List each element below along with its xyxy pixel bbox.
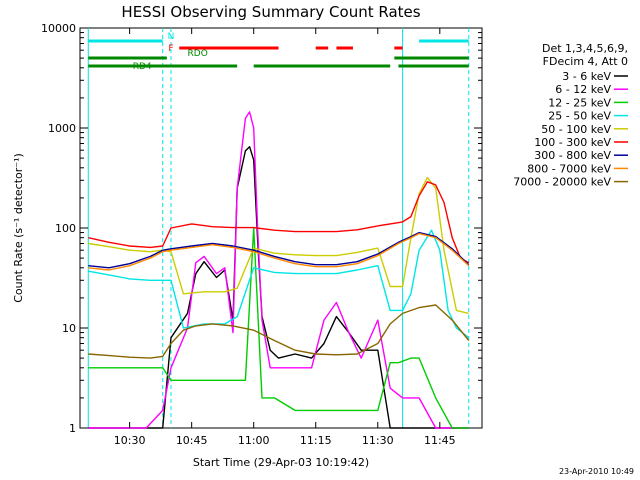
x-tick-label-5: 11:45 bbox=[424, 434, 456, 447]
y-tick-label-0: 1 bbox=[69, 422, 76, 435]
legend-label-6: 300 - 800 keV bbox=[534, 149, 611, 162]
series-line-6 bbox=[88, 231, 470, 269]
x-tick-label-4: 11:30 bbox=[362, 434, 394, 447]
x-tick-label-2: 11:00 bbox=[238, 434, 270, 447]
legend-label-3: 25 - 50 keV bbox=[548, 110, 611, 123]
x-tick-label-0: 10:30 bbox=[114, 434, 146, 447]
legend-label-8: 7000 - 20000 keV bbox=[513, 176, 611, 189]
x-axis-label: Start Time (29-Apr-03 10:19:42) bbox=[193, 456, 369, 469]
legend-label-1: 6 - 12 keV bbox=[555, 83, 611, 96]
series-line-1 bbox=[88, 111, 469, 429]
y-tick-label-3: 1000 bbox=[48, 122, 76, 135]
footer-timestamp: 23-Apr-2010 10:49 bbox=[558, 467, 634, 476]
series-line-5 bbox=[88, 181, 470, 264]
chart-title: HESSI Observing Summary Count Rates bbox=[121, 3, 420, 21]
legend-header-1: FDecim 4, Att 0 bbox=[543, 55, 628, 68]
status-bar-label-rd4: RD4 bbox=[133, 62, 152, 72]
y-axis-label: Count Rate (s⁻¹ detector⁻¹) bbox=[12, 153, 25, 303]
legend-label-7: 800 - 7000 keV bbox=[527, 162, 611, 175]
x-tick-label-3: 11:15 bbox=[300, 434, 332, 447]
status-bar-label-rdo: RDO bbox=[188, 49, 208, 59]
y-tick-label-1: 10 bbox=[62, 322, 76, 335]
x-tick-label-1: 10:45 bbox=[176, 434, 208, 447]
series-line-7 bbox=[88, 232, 470, 271]
status-bar-label-n: N bbox=[168, 32, 175, 42]
status-bar-label-f: F bbox=[168, 44, 173, 54]
legend-label-4: 50 - 100 keV bbox=[541, 123, 611, 136]
y-tick-label-2: 100 bbox=[55, 222, 76, 235]
legend-label-0: 3 - 6 keV bbox=[562, 70, 611, 83]
series-line-3 bbox=[88, 229, 470, 339]
series-line-8 bbox=[88, 304, 470, 359]
legend-label-5: 100 - 300 keV bbox=[534, 136, 611, 149]
legend-header-0: Det 1,3,4,5,6,9, bbox=[542, 42, 628, 55]
series-line-2 bbox=[88, 227, 469, 429]
y-tick-label-4: 10000 bbox=[41, 22, 76, 35]
legend-label-2: 12 - 25 keV bbox=[548, 96, 611, 109]
